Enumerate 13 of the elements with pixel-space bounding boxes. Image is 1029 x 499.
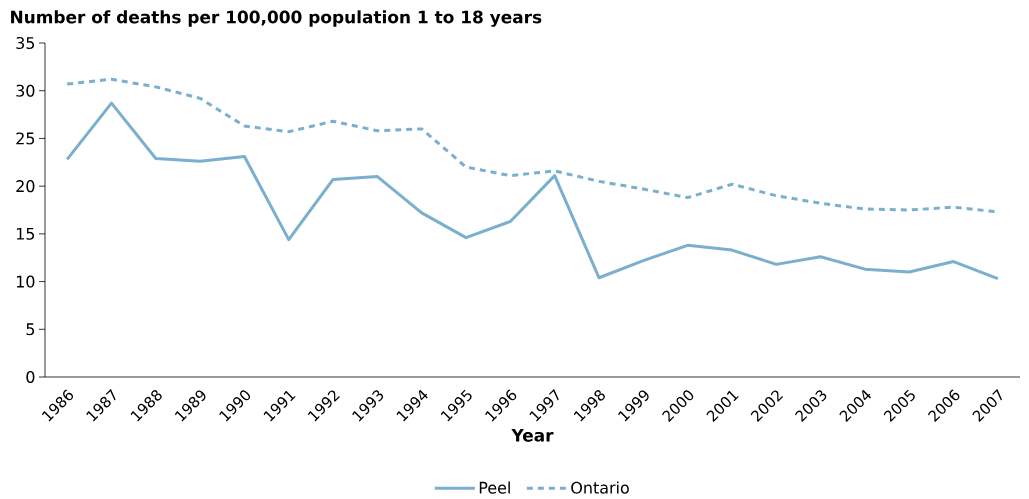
y-tick-label: 15 bbox=[16, 227, 35, 240]
y-tick-label: 35 bbox=[16, 36, 35, 50]
y-tick-label: 20 bbox=[16, 180, 35, 193]
y-tick-label: 0 bbox=[26, 370, 35, 384]
y-tick-label: 25 bbox=[16, 132, 35, 145]
x-axis-title: Year bbox=[511, 429, 554, 442]
y-tick-label: 30 bbox=[16, 84, 35, 97]
y-tick-label: 10 bbox=[16, 275, 35, 288]
chart-title: Number of deaths per 100,000 population 1 to 18 years bbox=[11, 10, 542, 27]
legend-label: Ontario bbox=[571, 481, 629, 494]
line-series bbox=[65, 101, 1000, 281]
y-tick-label: 5 bbox=[26, 323, 35, 336]
legend-label: Peel bbox=[479, 481, 510, 494]
